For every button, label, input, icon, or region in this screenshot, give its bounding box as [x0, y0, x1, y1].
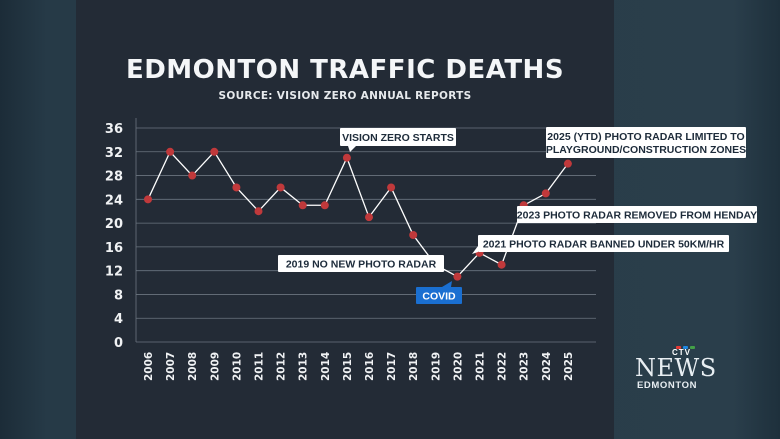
callout-label: 2023 PHOTO RADAR REMOVED FROM HENDAY — [517, 210, 757, 222]
logo-city-text: EDMONTON — [637, 380, 698, 391]
y-tick-label: 36 — [105, 122, 123, 137]
ctv-news-edmonton-logo: CTV NEWS EDMONTON — [632, 346, 716, 396]
x-tick-label: 2014 — [320, 352, 332, 381]
x-tick-label: 2019 — [430, 352, 442, 381]
data-point — [453, 272, 462, 281]
callout-label: COVID — [422, 291, 456, 303]
data-point — [320, 201, 329, 210]
logo-ctv-text: CTV — [672, 348, 691, 357]
data-point — [541, 189, 550, 198]
x-tick-label: 2010 — [231, 352, 243, 381]
y-tick-label: 4 — [114, 312, 123, 327]
callout-box — [340, 128, 456, 146]
callout-label: 2019 NO NEW PHOTO RADAR — [286, 259, 437, 271]
annotations: VISION ZERO STARTS 2025 (YTD) PHOTO RADAR… — [278, 127, 757, 304]
annotation-callout: 2021 PHOTO RADAR BANNED UNDER 50KM/HR — [472, 235, 729, 254]
x-tick-labels: 2006 2007 2008 2009 2010 2011 2012 2013 2014 2015… — [143, 352, 575, 381]
x-tick-label: 2025 — [563, 352, 575, 381]
x-tick-label: 2007 — [165, 352, 177, 381]
y-tick-label: 8 — [114, 288, 123, 303]
chart-subtitle: SOURCE: VISION ZERO ANNUAL REPORTS — [218, 90, 472, 102]
data-point — [210, 147, 219, 156]
data-point — [232, 183, 241, 192]
annotation-callout: 2025 (YTD) PHOTO RADAR LIMITED TOPLAYGRO… — [546, 127, 746, 158]
series-line-group — [147, 150, 569, 278]
callout-box — [517, 206, 757, 223]
x-tick-label: 2021 — [475, 352, 487, 381]
y-tick-label: 32 — [105, 146, 123, 161]
logo-color-dot — [690, 346, 695, 349]
x-tick-label: 2009 — [209, 352, 221, 381]
annotation-callout: 2023 PHOTO RADAR REMOVED FROM HENDAY — [517, 206, 757, 223]
callout-pointer — [472, 246, 478, 254]
y-tick-label: 16 — [105, 241, 123, 256]
x-tick-label: 2011 — [254, 352, 266, 381]
data-point — [387, 183, 396, 192]
logo-color-dot — [683, 346, 688, 349]
callout-box — [546, 127, 746, 158]
data-point — [365, 213, 373, 222]
annotation-callout: 2019 NO NEW PHOTO RADAR — [278, 255, 444, 272]
x-tick-label: 2008 — [187, 352, 199, 381]
callout-label: VISION ZERO STARTS — [342, 132, 454, 144]
callout-label-line2: PLAYGROUND/CONSTRUCTION ZONES — [546, 144, 746, 156]
x-tick-label: 2017 — [386, 352, 398, 381]
callout-box — [416, 287, 462, 304]
x-tick-label: 2016 — [364, 352, 376, 381]
y-tick-label: 0 — [114, 336, 123, 351]
callout-box — [478, 235, 729, 252]
annotation-callout: VISION ZERO STARTS — [340, 128, 456, 152]
chart-title: EDMONTON TRAFFIC DEATHS — [125, 55, 565, 85]
y-tick-label: 20 — [105, 217, 123, 232]
callout-label: 2025 (YTD) PHOTO RADAR LIMITED TO — [547, 131, 744, 143]
data-point — [144, 195, 152, 204]
data-point — [342, 153, 351, 162]
callout-label: 2021 PHOTO RADAR BANNED UNDER 50KM/HR — [483, 239, 725, 251]
y-tick-label: 12 — [105, 265, 123, 280]
logo-color-dot — [676, 346, 681, 349]
x-tick-label: 2020 — [452, 352, 464, 381]
data-point — [166, 147, 175, 156]
x-tick-label: 2022 — [497, 352, 509, 381]
data-point — [254, 207, 263, 216]
x-tick-label: 2006 — [143, 352, 155, 381]
callout-box — [278, 255, 444, 272]
data-point — [563, 159, 572, 168]
data-point — [298, 201, 307, 210]
callout-pointer — [348, 146, 356, 152]
y-tick-labels: 36 32 28 24 20 16 12 8 4 0 — [105, 122, 123, 351]
logo-news-text: NEWS — [635, 354, 717, 382]
x-tick-label: 2018 — [408, 352, 420, 381]
y-tick-label: 28 — [105, 170, 123, 185]
y-tick-label: 24 — [105, 193, 123, 208]
x-tick-label: 2015 — [342, 352, 354, 381]
x-tick-label: 2024 — [541, 352, 553, 381]
data-point — [409, 231, 418, 239]
series-line — [147, 150, 569, 278]
data-point — [276, 183, 285, 192]
grid-lines — [135, 118, 596, 343]
callout-pointer — [442, 281, 452, 287]
x-tick-label: 2012 — [276, 352, 288, 381]
data-point — [188, 171, 197, 180]
data-point — [497, 260, 506, 269]
x-tick-label: 2013 — [298, 352, 310, 381]
annotation-callout: COVID — [416, 281, 462, 304]
x-tick-label: 2023 — [519, 352, 531, 381]
